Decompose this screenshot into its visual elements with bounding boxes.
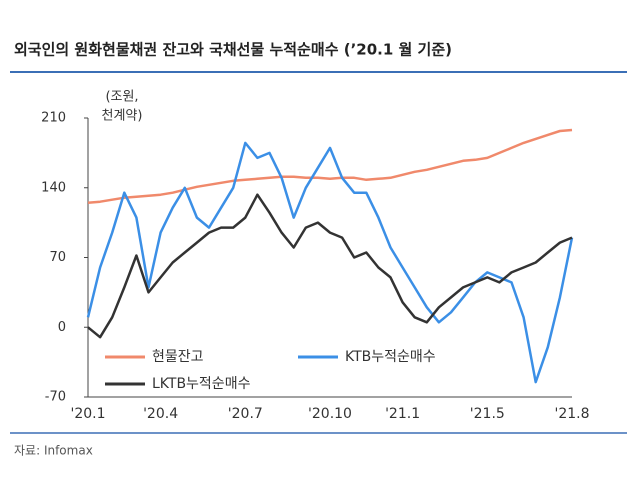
y-tick-label: 140	[41, 180, 66, 195]
series-line	[87, 193, 573, 339]
legend-label: KTB누적순매수	[345, 349, 436, 365]
x-tick-label: '20.10	[308, 406, 352, 422]
series-line	[87, 128, 573, 204]
y-tick-label: 70	[49, 250, 66, 265]
series-line	[86, 141, 574, 384]
x-tick-label: '21.5	[470, 406, 505, 422]
x-tick-label: '20.4	[143, 406, 178, 422]
legend-label: 현물잔고	[152, 349, 204, 365]
x-tick-label: '21.1	[385, 406, 420, 422]
x-tick-label: '20.7	[228, 406, 263, 422]
x-tick-label: '21.8	[554, 406, 589, 422]
y-tick-label: 0	[58, 320, 66, 335]
source: 자료: Infomax	[14, 444, 93, 458]
y-tick-label: -70	[45, 390, 66, 405]
y-tick-label: 210	[41, 111, 66, 126]
chart-title: 외국인의 원화현물채권 잔고와 국채선물 누적순매수 (’20.1 월 기준)	[14, 41, 452, 59]
y-unit: (조원,	[105, 90, 138, 105]
x-tick-label: '20.1	[70, 406, 105, 422]
y-unit: 천계약)	[102, 109, 143, 124]
legend-label: LKTB누적순매수	[152, 376, 251, 392]
